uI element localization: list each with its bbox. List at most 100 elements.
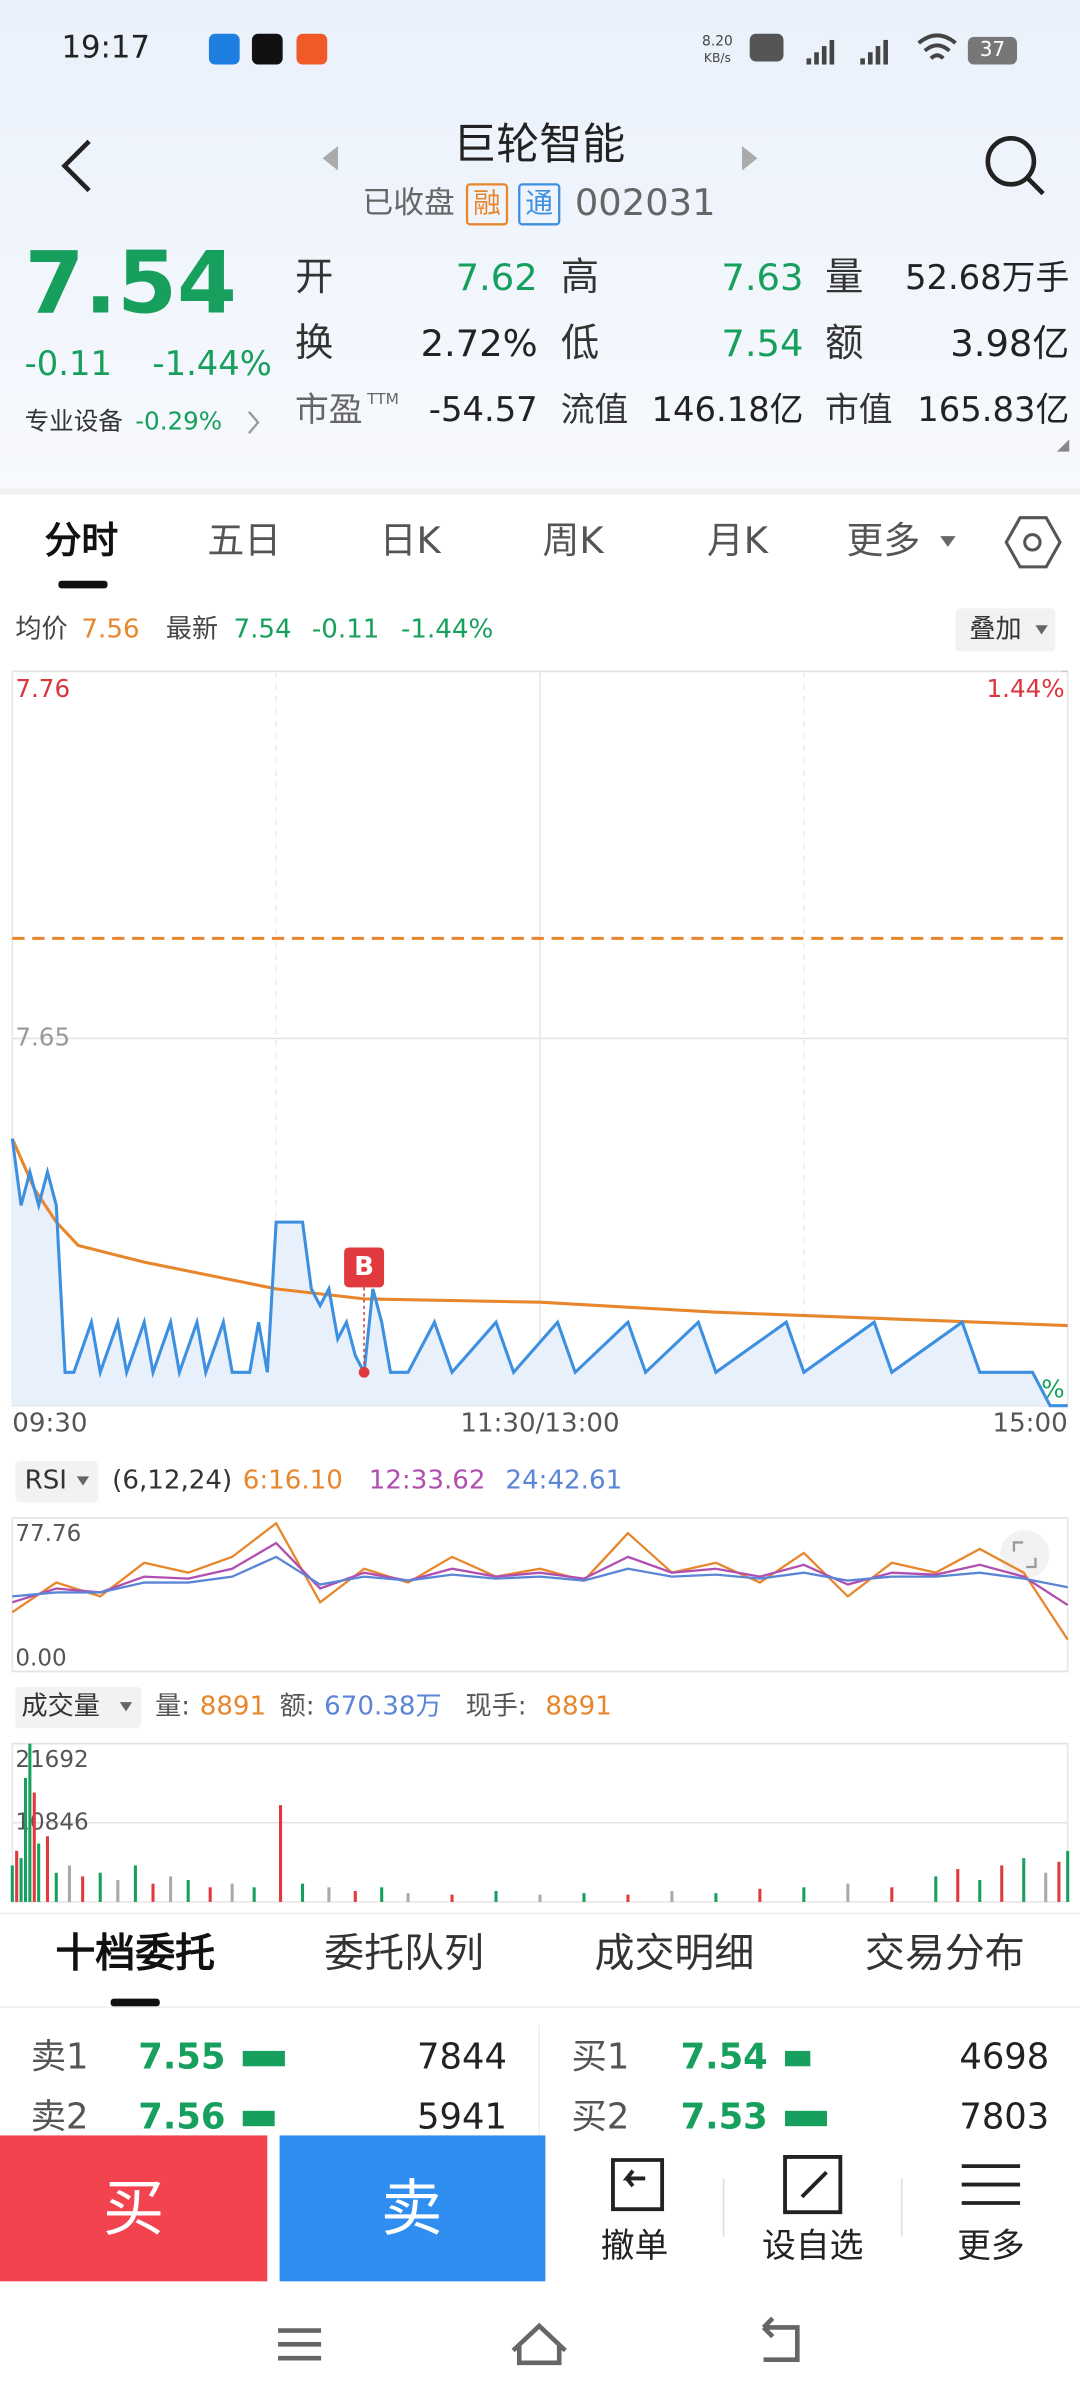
volume-bar: [54, 1872, 58, 1902]
prev-arrow[interactable]: [322, 145, 338, 171]
avg-value: 7.56: [81, 614, 139, 644]
separator: [0, 1912, 1080, 1915]
order-price: 7.55: [138, 2037, 225, 2078]
header-bg: [0, 0, 1080, 489]
order-tab[interactable]: 委托队列: [324, 1931, 484, 1977]
settings-icon-dot: [1023, 533, 1042, 552]
cancel-icon: [611, 2158, 665, 2212]
nav-bar-bg: [0, 2282, 1080, 2408]
volume-bar: [494, 1890, 498, 1902]
stat-value: 7.62: [456, 256, 538, 299]
legend-entry: 12:33.62: [369, 1465, 486, 1495]
volume-bar: [151, 1883, 155, 1902]
y-tick-label: 7.76: [15, 674, 70, 703]
stat-value: 3.98亿: [950, 322, 1069, 365]
order-label: 买2: [571, 2097, 629, 2138]
chart-tab[interactable]: 分时: [45, 519, 119, 562]
legend-entry: 6:16.10: [243, 1465, 343, 1495]
last-value: 7.54: [234, 614, 292, 644]
signal-bar: [860, 58, 865, 65]
settings-icon[interactable]: [1004, 516, 1062, 569]
sell-button[interactable]: [279, 2135, 546, 2282]
search-icon[interactable]: [985, 135, 1037, 187]
chart-tab[interactable]: 日K: [380, 519, 442, 562]
volume-bar: [1057, 1861, 1061, 1902]
tab-underline: [110, 1998, 160, 2007]
rsi-line: [11, 1541, 1069, 1607]
volume-bar: [327, 1887, 331, 1902]
stock-code: 002031: [575, 181, 716, 224]
menu-icon[interactable]: [278, 2328, 322, 2361]
volume-bar: [32, 1792, 36, 1902]
volume-bar: [19, 1858, 23, 1902]
hd-icon: [749, 33, 784, 62]
order-label: 卖2: [31, 2097, 89, 2138]
order-tab[interactable]: 成交明细: [595, 1931, 755, 1977]
stat-label: 额: [825, 321, 863, 366]
volume-bar: [1000, 1865, 1004, 1902]
chart-tab[interactable]: 月K: [707, 519, 769, 562]
order-qty-bar: [242, 2110, 275, 2127]
home-icon[interactable]: [511, 2322, 567, 2366]
chart-tab[interactable]: 五日: [207, 519, 281, 562]
overlay-button[interactable]: [955, 608, 1056, 652]
stat-label: 流值: [561, 390, 629, 429]
market-state: 已收盘: [363, 185, 455, 221]
volume-bar: [252, 1887, 256, 1902]
net-speed: 8.20: [702, 33, 733, 49]
volume-bar: [169, 1876, 173, 1902]
indicator-selector[interactable]: [15, 1686, 142, 1729]
volume-bar: [846, 1883, 850, 1902]
indicator-selector[interactable]: [15, 1460, 99, 1503]
more-icon: [961, 2164, 1021, 2205]
stat-label: 量: [825, 255, 863, 300]
y-tick-label: 21692: [15, 1747, 88, 1773]
stat-label: 高: [561, 255, 599, 300]
signal-bar: [883, 39, 888, 65]
sector-arrow: [248, 410, 260, 434]
volume-bar: [10, 1865, 14, 1902]
net-unit: KB/s: [704, 51, 731, 65]
order-price: 7.53: [681, 2097, 768, 2138]
expand-icon: [1012, 1541, 1037, 1569]
stat-label: 市盈: [295, 390, 363, 429]
volume-bar: [890, 1887, 894, 1902]
order-tab[interactable]: 交易分布: [865, 1931, 1025, 1977]
volume-bar: [406, 1893, 410, 1902]
tool-label[interactable]: 撤单: [601, 2226, 669, 2265]
sector-pct: -0.29%: [135, 406, 222, 435]
tag: 融: [473, 186, 501, 219]
volume-bar: [380, 1887, 384, 1902]
volume-info-label: 量:: [155, 1691, 190, 1721]
back-icon[interactable]: [61, 139, 91, 193]
volume-bar: [934, 1876, 938, 1902]
indicator-name[interactable]: 成交量: [22, 1691, 100, 1721]
chart-tab[interactable]: 更多: [846, 519, 920, 562]
stat-value: 7.54: [721, 322, 803, 365]
next-arrow[interactable]: [742, 145, 758, 171]
legend-entry: 24:42.61: [505, 1465, 622, 1495]
tool-label[interactable]: 更多: [957, 2226, 1025, 2265]
volume-bar: [353, 1890, 357, 1902]
dropdown-triangle: [940, 536, 956, 547]
order-qty: 7803: [959, 2097, 1049, 2138]
order-tab[interactable]: 十档委托: [55, 1931, 215, 1977]
tool-label[interactable]: 设自选: [762, 2226, 863, 2265]
order-label: 卖1: [31, 2037, 89, 2078]
sell-label[interactable]: 卖: [381, 2173, 442, 2244]
volume-bar: [758, 1888, 762, 1902]
dropdown-triangle: [119, 1702, 133, 1712]
price-change-pct: -1.44%: [152, 344, 272, 383]
stat-value: 52.68万手: [905, 258, 1069, 297]
x-tick-label: 15:00: [992, 1409, 1067, 1439]
overlay-label[interactable]: 叠加: [969, 614, 1021, 644]
order-price: 7.54: [681, 2037, 768, 2078]
buy-label[interactable]: 买: [103, 2173, 164, 2244]
indicator-name[interactable]: RSI: [25, 1465, 67, 1495]
volume-info-label: 额:: [280, 1691, 315, 1721]
stock-name: 巨轮智能: [453, 120, 625, 170]
buy-button[interactable]: [0, 2135, 268, 2282]
chart-tab[interactable]: 周K: [543, 519, 605, 562]
signal-bar: [806, 58, 812, 65]
back-nav-icon[interactable]: [761, 2316, 800, 2363]
